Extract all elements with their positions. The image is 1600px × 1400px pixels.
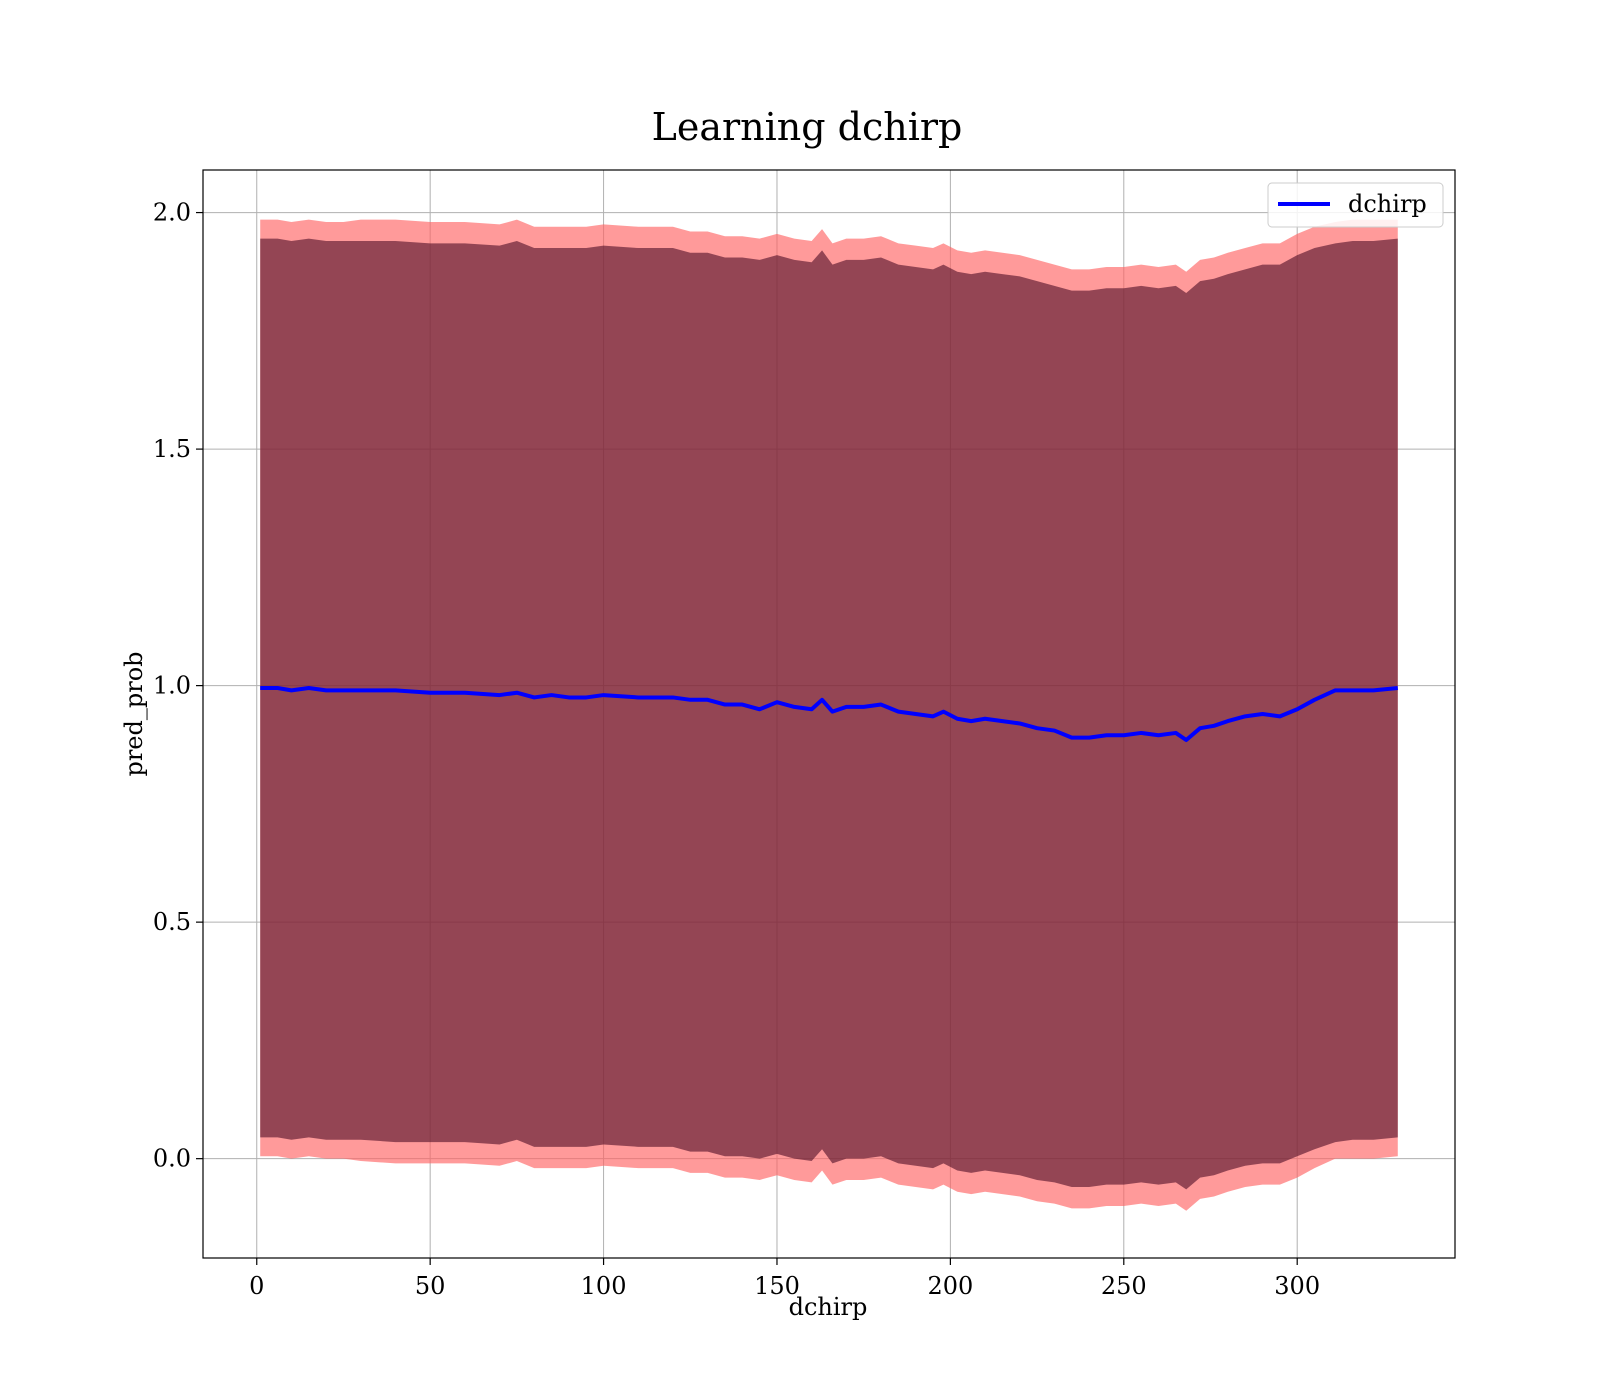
y-tick-label: 0.0 (153, 1145, 191, 1173)
plot-frame (202, 169, 1456, 1259)
y-tick-label: 1.0 (153, 672, 191, 700)
x-tick-label: 50 (415, 1272, 446, 1300)
x-axis-label: dchirp (789, 1293, 868, 1321)
series-line-dchirp (260, 685, 1398, 743)
y-tick-label: 2.0 (153, 199, 191, 227)
data-line (260, 685, 1398, 743)
x-tick-label: 150 (754, 1272, 800, 1300)
legend: dchirp (1267, 182, 1444, 228)
uncertainty-bands (260, 219, 1398, 1211)
plot-area (202, 169, 1456, 1259)
legend-box (1267, 182, 1444, 228)
x-axis-ticks: 0 50 100 150 200 250 300 (249, 1258, 1320, 1300)
x-tick-label: 300 (1274, 1272, 1320, 1300)
x-tick-label: 250 (1101, 1272, 1147, 1300)
chart-title: Learning dchirp (652, 105, 963, 149)
legend-label: dchirp (1348, 190, 1427, 218)
x-tick-label: 100 (581, 1272, 627, 1300)
x-tick-label: 200 (927, 1272, 973, 1300)
inner-uncertainty-band (260, 238, 1398, 1190)
x-tick-label: 0 (249, 1272, 264, 1300)
y-tick-label: 1.5 (153, 435, 191, 463)
y-axis-ticks: 0.0 0.5 1.0 1.5 2.0 (153, 199, 203, 1173)
y-tick-label: 0.5 (153, 908, 191, 936)
y-axis-label: pred_prob (120, 651, 148, 776)
